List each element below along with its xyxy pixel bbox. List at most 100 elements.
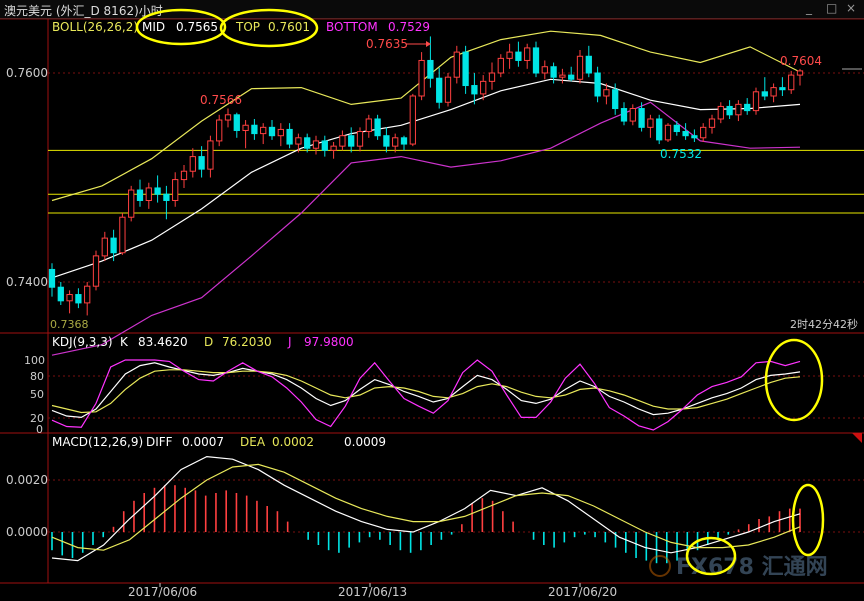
candle (409, 93, 416, 147)
candle-body (559, 74, 566, 78)
candle (620, 102, 628, 126)
minimize-button[interactable]: _ (806, 1, 812, 15)
bollinger-bands (51, 30, 801, 356)
candle-body (348, 135, 355, 147)
y-tick-0.7600: 0.7600 (6, 66, 48, 80)
macd-indicator-name[interactable]: MACD(12,26,9) (52, 435, 143, 449)
candle (506, 43, 513, 69)
candle-body (471, 85, 478, 95)
boll-mid-value: 0.7565 (176, 20, 218, 34)
candle-body (752, 91, 760, 112)
close-button[interactable]: × (846, 1, 857, 15)
candle (268, 120, 276, 140)
candle-body (761, 91, 768, 97)
kdj-k-value: 83.4620 (138, 335, 188, 349)
highlight-macd-right-ellipse (791, 483, 825, 557)
candle (75, 288, 82, 309)
boll-indicator-name[interactable]: BOLL(26,26,2) (52, 20, 138, 34)
highlight-top-ellipse (219, 8, 319, 48)
candle (770, 83, 777, 103)
horizontal-levels[interactable] (48, 149, 864, 214)
candle (392, 133, 399, 153)
candle-body (242, 124, 249, 131)
candle (286, 123, 293, 149)
kdj-indicator-name[interactable]: KDJ(9,3,3) (52, 335, 113, 349)
candle (744, 98, 751, 115)
candle (128, 185, 135, 222)
candle-body (462, 51, 469, 87)
candle-body (84, 285, 91, 304)
candle-body (339, 135, 346, 147)
kdj-y-tick-20: 20 (30, 412, 44, 425)
bollinger-middle-line (51, 78, 801, 279)
candle-body (356, 131, 364, 147)
kdj-j-value: 97.9800 (304, 335, 354, 349)
macd-diff-line (51, 455, 801, 562)
candle (717, 102, 724, 124)
highlight-macd-low-ellipse (685, 536, 737, 576)
candle-body (779, 87, 786, 91)
candle (92, 250, 100, 291)
annotation-low-0.7368: 0.7368 (50, 318, 89, 331)
macd-chart (51, 455, 801, 564)
candle (383, 127, 390, 153)
candle-body (453, 51, 460, 78)
candle-body (638, 108, 645, 128)
candle (541, 60, 548, 80)
candle-body (57, 286, 64, 302)
candle-body (647, 118, 654, 128)
candle-body (392, 137, 399, 147)
candle-body (110, 237, 117, 254)
boll-top-label: TOP (235, 20, 260, 34)
kdj-y-tick-80: 80 (30, 370, 44, 383)
watermark: FX678 汇通网 (649, 555, 828, 580)
annotation-high-0.7604: 0.7604 (780, 54, 822, 68)
candle (480, 75, 487, 101)
kdj-d-line (51, 369, 801, 414)
candle (119, 213, 126, 255)
window-title: 澳元美元 (外汇_D 8162)小时 (4, 4, 163, 18)
candle-body (444, 76, 452, 103)
candle-body (48, 268, 56, 288)
candle-body (101, 237, 108, 257)
maximize-button[interactable]: □ (826, 1, 838, 15)
candle (374, 114, 381, 140)
macd-diff-value: 0.0007 (182, 435, 224, 449)
kdj-k-label: K (120, 335, 129, 349)
candle (400, 135, 408, 151)
kdj-j-line (51, 359, 801, 431)
candle-body (682, 131, 689, 137)
candle-body (163, 193, 170, 201)
candle-body (383, 135, 390, 147)
candle-body (198, 156, 205, 170)
candle-body (427, 59, 434, 79)
kdj-y-tick-100: 100 (24, 354, 45, 367)
candle-body (321, 140, 328, 151)
candle-body (330, 145, 337, 151)
candle-body (224, 114, 232, 121)
watermark-logo-icon (649, 555, 671, 577)
candle (761, 77, 768, 101)
kdj-y-tick-50: 50 (30, 388, 44, 401)
candle-body (75, 294, 82, 304)
candle-body (400, 137, 408, 145)
candle (321, 135, 328, 157)
candle-body (233, 114, 240, 131)
annotation-high-0.7566: 0.7566 (200, 93, 242, 107)
candle-body (488, 72, 496, 82)
candle (163, 185, 170, 220)
candle-body (568, 74, 575, 80)
candle (418, 52, 425, 101)
candle (172, 172, 179, 207)
candle-body (365, 118, 372, 133)
x-tick-date-2: 2017/06/13 (338, 585, 407, 599)
candle (682, 123, 689, 140)
candle (568, 66, 575, 82)
candle (594, 66, 601, 103)
candle (233, 112, 240, 138)
candle (691, 129, 698, 142)
candle (497, 54, 504, 78)
candle (180, 164, 188, 188)
candle (48, 263, 56, 297)
